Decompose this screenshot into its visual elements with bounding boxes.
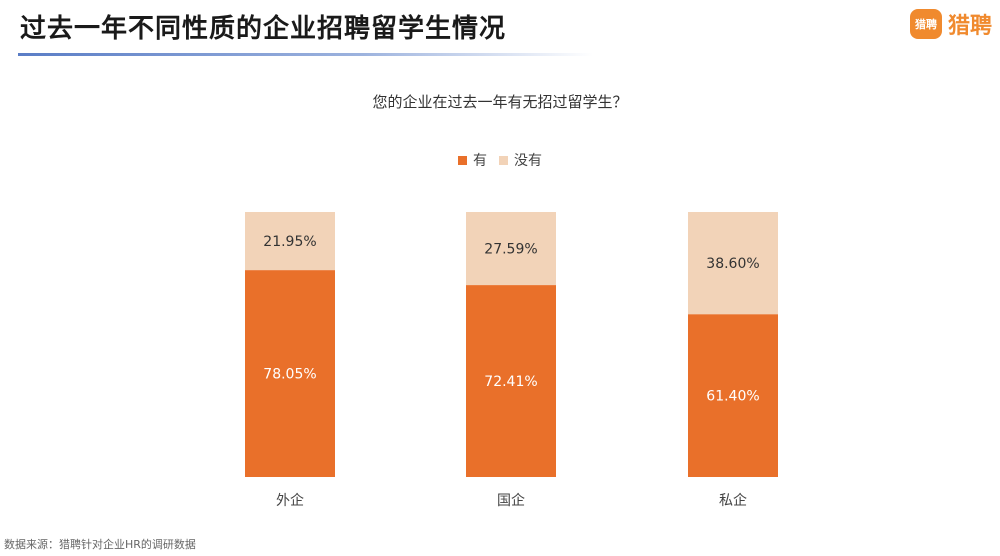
legend-item-no: 没有 (499, 150, 542, 170)
x-tick-label: 外企 (276, 492, 304, 509)
brand-name: 猎聘 (947, 14, 992, 39)
title-underline (18, 53, 593, 56)
bar-segment-yes (688, 314, 778, 477)
page-title: 过去一年不同性质的企业招聘留学生情况 (20, 14, 507, 44)
legend-swatch-yes (458, 155, 467, 165)
legend-label-no: 没有 (514, 153, 542, 169)
x-tick-label: 私企 (719, 492, 747, 509)
bar-segment-yes (245, 270, 335, 477)
legend-swatch-no (499, 155, 508, 165)
chart-legend: 有 没有 (0, 150, 1000, 170)
data-source-note: 数据来源：猎聘针对企业HR的调研数据 (4, 538, 196, 551)
data-label-yes: 61.40% (706, 389, 759, 405)
data-label-no: 38.60% (706, 256, 759, 272)
data-label-yes: 78.05% (263, 367, 316, 383)
chart-title: 您的企业在过去一年有无招过留学生？ (372, 93, 628, 111)
data-label-no: 27.59% (484, 242, 537, 258)
legend-label-yes: 有 (473, 153, 487, 169)
bar-segment-no (688, 212, 778, 315)
legend-item-yes: 有 (458, 150, 487, 170)
bar-segment-no (245, 212, 335, 271)
brand-badge-icon: 猎聘 (909, 9, 942, 39)
x-tick-label: 国企 (497, 492, 525, 509)
data-label-yes: 72.41% (484, 374, 537, 390)
brand-logo: 猎聘 猎聘 (909, 8, 992, 40)
data-label-no: 21.95% (263, 234, 316, 250)
bar-segment-no (466, 212, 556, 286)
bar-segment-yes (466, 285, 556, 477)
